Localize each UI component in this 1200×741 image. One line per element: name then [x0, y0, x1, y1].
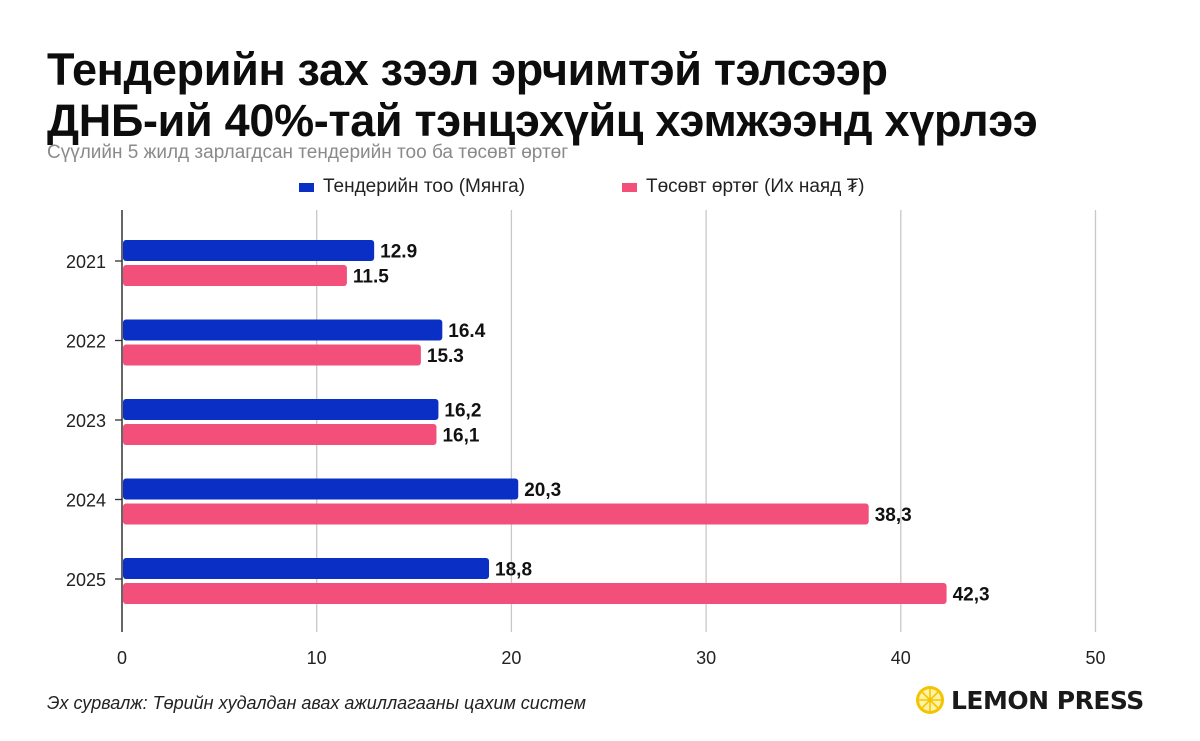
chart-title: Тендерийн зах зээл эрчимтэй тэлсээр ДНБ-…: [47, 44, 1167, 146]
legend-item-budget: Төсөвт өртөг (Их наяд ₮): [622, 176, 865, 198]
legend-item-count: Тендерийн тоо (Мянга): [299, 176, 525, 198]
bar-budget-2023: [123, 424, 437, 445]
bar-budget-2021: [123, 265, 347, 286]
data-label-budget-2022: 15.3: [427, 346, 464, 367]
category-label-2024: 2024: [66, 491, 106, 511]
category-label-2025: 2025: [66, 570, 106, 590]
chart-subtitle: Сүүлийн 5 жилд зарлагдсан тендерийн тоо …: [47, 142, 569, 163]
title-line-1: Тендерийн зах зээл эрчимтэй тэлсээр: [47, 44, 888, 95]
data-label-count-2025: 18,8: [495, 560, 532, 581]
bar-count-2025: [123, 558, 490, 579]
brand-name: LEMON PRESS: [951, 685, 1144, 715]
data-label-budget-2021: 11.5: [353, 267, 389, 288]
bar-count-2023: [123, 399, 439, 420]
category-label-2021: 2021: [66, 252, 106, 272]
lemon-slice-icon: [916, 686, 944, 714]
category-label-2022: 2022: [66, 332, 106, 352]
title-line-2: ДНБ-ий 40%-тай тэнцэхүйц хэмжээнд хүрлээ: [47, 95, 1038, 146]
data-label-count-2024: 20,3: [524, 480, 561, 501]
x-tick-label: 30: [696, 648, 716, 668]
data-label-count-2023: 16,2: [444, 401, 481, 422]
bar-budget-2022: [123, 344, 421, 366]
x-tick-label: 10: [307, 648, 327, 668]
legend-label-budget: Төсөвт өртөг (Их наяд ₮): [646, 176, 865, 197]
brand-logo: LEMON PRESS: [915, 683, 1144, 717]
bar-count-2021: [123, 240, 375, 261]
x-tick-label: 20: [501, 648, 521, 668]
legend-label-count: Тендерийн тоо (Мянга): [323, 176, 526, 197]
legend: Тендерийн тоо (Мянга) Төсөвт өртөг (Их н…: [0, 176, 1200, 200]
bar-budget-2024: [123, 503, 869, 525]
data-label-count-2022: 16.4: [448, 321, 485, 342]
data-label-count-2021: 12.9: [380, 242, 417, 263]
source-note: Эх сурвалж: Төрийн худалдан авах ажиллаг…: [47, 693, 586, 713]
bar-budget-2025: [123, 583, 947, 604]
category-label-2023: 2023: [66, 411, 106, 431]
legend-swatch-budget: [622, 182, 637, 192]
x-tick-label: 50: [1085, 648, 1105, 668]
legend-swatch-count: [299, 182, 314, 192]
bar-count-2022: [123, 319, 443, 341]
x-tick-label: 40: [891, 648, 911, 668]
data-label-budget-2023: 16,1: [442, 426, 479, 447]
data-label-budget-2025: 42,3: [953, 585, 990, 606]
x-tick-label: 0: [117, 648, 127, 668]
data-label-budget-2024: 38,3: [875, 505, 912, 526]
bar-count-2024: [123, 478, 519, 500]
